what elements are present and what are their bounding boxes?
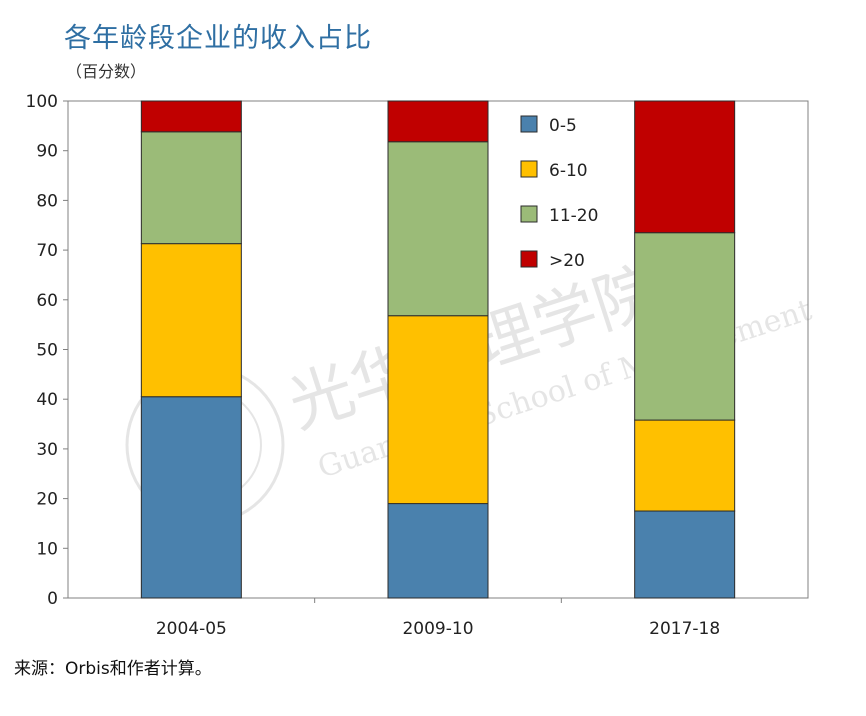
bar-segment xyxy=(634,510,736,599)
y-tick-label: 10 xyxy=(36,539,58,559)
legend-swatch xyxy=(520,250,538,268)
chart-title: 各年龄段企业的收入占比 xyxy=(64,23,372,54)
legend-label: 0-5 xyxy=(549,116,577,136)
legend-label: 11-20 xyxy=(549,206,598,226)
bar-segment xyxy=(634,232,736,421)
chart-subtitle: （百分数） xyxy=(66,62,147,81)
bar-segment xyxy=(387,141,489,317)
y-tick-label: 20 xyxy=(36,490,58,510)
legend-label: 6-10 xyxy=(549,161,588,181)
plot-area: 0 10 20 30 40 50 60 70 80 90 100 2004-05 2009-10 2017… xyxy=(26,92,809,639)
legend-swatch xyxy=(520,160,538,178)
bar-segment xyxy=(387,315,489,505)
bar-segment xyxy=(140,243,242,398)
y-tick-label: 0 xyxy=(47,589,58,609)
y-tick-label: 70 xyxy=(36,241,58,261)
bar-segment xyxy=(387,503,489,599)
y-tick-label: 50 xyxy=(36,341,58,361)
y-tick-label: 100 xyxy=(26,92,58,112)
source-note: 来源：Orbis和作者计算。 xyxy=(14,659,212,679)
bar-segment xyxy=(634,100,736,234)
bar-segment xyxy=(140,396,242,599)
y-tick-label: 40 xyxy=(36,390,58,410)
x-tick-label: 2017-18 xyxy=(649,619,720,639)
legend-swatch xyxy=(520,205,538,223)
bar-segment xyxy=(634,419,736,512)
legend-swatch xyxy=(520,115,538,133)
bar-segment xyxy=(387,100,489,143)
y-tick-label: 30 xyxy=(36,440,58,460)
legend-label: >20 xyxy=(549,251,585,271)
bar-segment xyxy=(140,100,242,133)
y-tick-label: 90 xyxy=(36,142,58,162)
x-tick-label: 2009-10 xyxy=(402,619,473,639)
y-tick-label: 80 xyxy=(36,191,58,211)
y-tick-label: 60 xyxy=(36,291,58,311)
bar-segment xyxy=(140,131,242,245)
x-tick-label: 2004-05 xyxy=(156,619,227,639)
